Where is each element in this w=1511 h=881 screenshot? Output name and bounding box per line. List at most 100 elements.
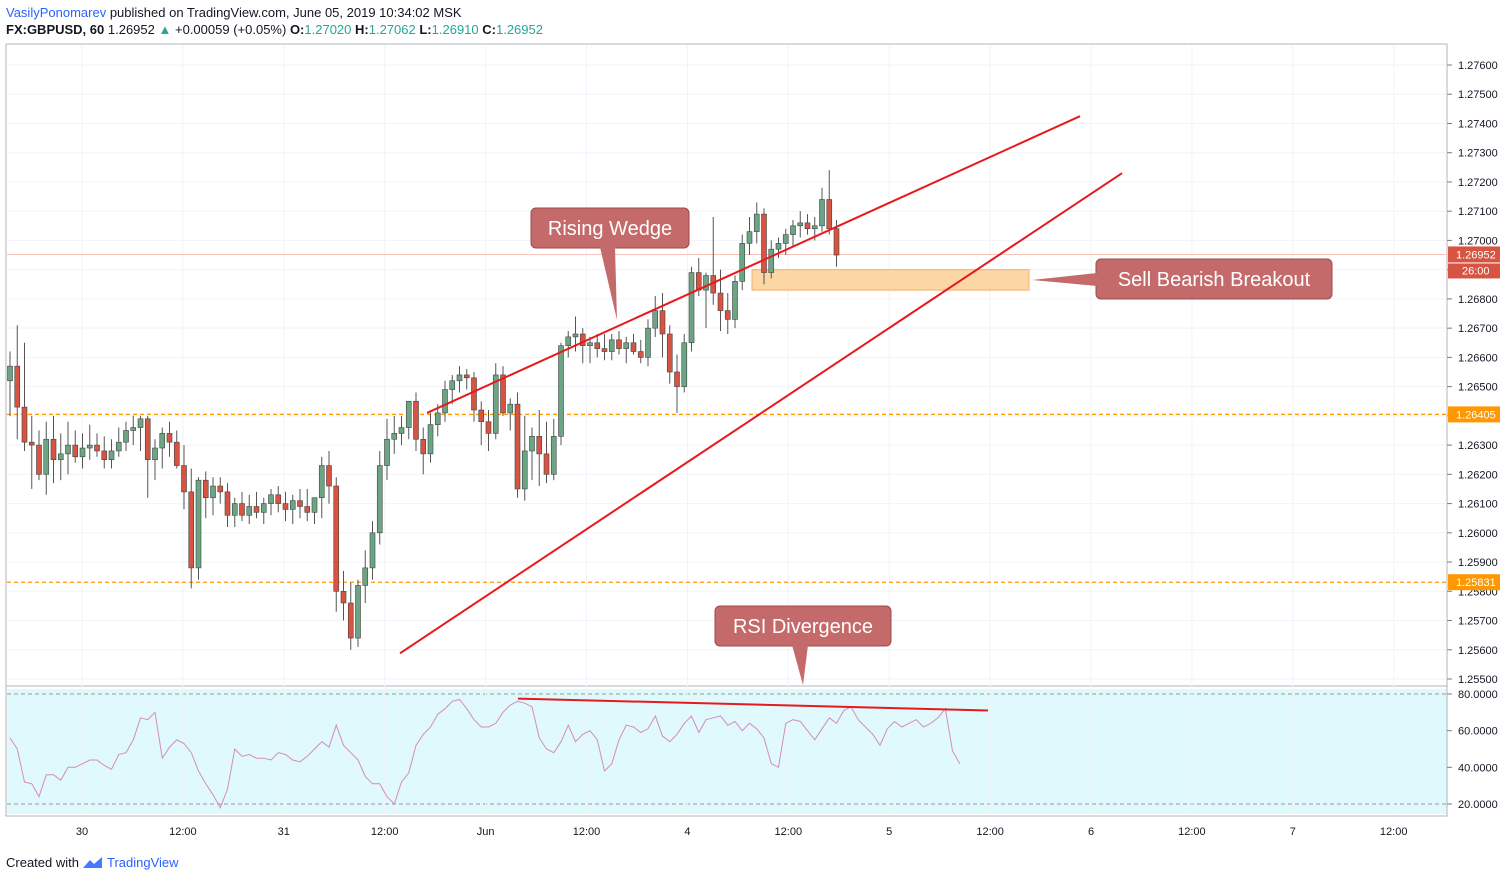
chart-frame <box>5 43 1448 817</box>
candle-body <box>782 234 789 244</box>
candle-body <box>181 465 187 493</box>
candle-body <box>72 444 79 458</box>
candle-body <box>529 436 535 452</box>
rsi-tick-label: 40.0000 <box>1458 762 1498 774</box>
candle-body <box>826 199 833 230</box>
candle-body <box>579 333 586 346</box>
created-with-text: Created with <box>6 855 79 870</box>
candle-body <box>753 213 760 232</box>
rsi-divergence-line[interactable] <box>517 697 989 712</box>
candle-body <box>463 374 470 379</box>
candle-body <box>427 424 434 455</box>
candle-body <box>217 485 224 493</box>
time-tick-label: 12:00 <box>1380 826 1408 838</box>
candle-body <box>152 447 158 461</box>
price-tick-label: 1.27400 <box>1458 118 1498 130</box>
wedge-upper-trendline[interactable] <box>426 115 1081 414</box>
candle-body <box>253 506 260 513</box>
candle-body <box>333 485 340 592</box>
price-tick-label: 1.26600 <box>1458 352 1498 364</box>
time-tick-label: 31 <box>278 826 290 838</box>
candle-body <box>57 453 64 461</box>
candle-body <box>282 503 289 510</box>
rising-wedge-callout-pointer <box>600 247 617 320</box>
candle-body <box>811 225 818 230</box>
candle-body <box>94 444 100 452</box>
price-tick-label: 1.27500 <box>1458 89 1498 101</box>
candle-body <box>521 450 528 490</box>
wedge-lower-trendline[interactable] <box>399 172 1123 655</box>
candle-body <box>384 438 390 466</box>
candle-body <box>485 421 492 434</box>
candle-body <box>637 351 644 358</box>
candle-body <box>326 465 332 487</box>
price-tick-label: 1.27600 <box>1458 60 1498 72</box>
rsi-tick-label: 20.0000 <box>1458 799 1498 811</box>
tradingview-brand-link[interactable]: TradingView <box>106 855 179 870</box>
price-tick-label: 1.27100 <box>1458 206 1498 218</box>
candle-body <box>703 275 709 291</box>
time-tick-label: 12:00 <box>976 826 1004 838</box>
candle-body <box>318 465 325 499</box>
candle-body <box>369 532 376 569</box>
sell-bearish-breakout-callout[interactable]: Sell Bearish Breakout <box>1032 258 1333 300</box>
candle-body <box>79 447 86 458</box>
candle-body <box>355 585 361 639</box>
price-tick-label: 1.26200 <box>1458 469 1498 481</box>
rsi-divergence-callout[interactable]: RSI Divergence <box>714 605 892 685</box>
rsi-tick-label: 80.0000 <box>1458 689 1498 701</box>
candle-body <box>28 441 35 446</box>
price-tick-label: 1.27200 <box>1458 177 1498 189</box>
candle-body <box>210 485 216 499</box>
price-tick-label: 1.27000 <box>1458 235 1498 247</box>
candle-body <box>173 441 180 466</box>
horizontal-line-price-label: 1.25831 <box>1456 577 1496 589</box>
price-tick-label: 1.25500 <box>1458 674 1498 686</box>
author-link[interactable]: VasilyPonomarev <box>6 5 107 20</box>
horizontal-line-price-badge <box>1448 406 1500 423</box>
last-price: 1.26952 <box>107 22 155 37</box>
price-tick-label: 1.26500 <box>1458 382 1498 394</box>
high-value: 1.27062 <box>368 22 416 37</box>
candle-body <box>543 453 550 475</box>
candle-body <box>666 333 673 373</box>
candle-body <box>65 444 71 455</box>
rsi-divergence-callout-pointer <box>792 645 808 685</box>
breakout-zone-rectangle[interactable] <box>751 269 1030 291</box>
candle-body <box>123 430 129 443</box>
bar-countdown-badge <box>1448 263 1500 279</box>
symbol-name[interactable]: FX:GBPUSD, 60 <box>6 22 105 37</box>
candle-body <box>398 427 405 434</box>
rising-wedge-callout[interactable]: Rising Wedge <box>530 207 690 320</box>
candle-body <box>420 438 427 455</box>
sell-bearish-breakout-callout-pointer <box>1032 273 1097 286</box>
candle-body <box>166 433 173 443</box>
candle-body <box>659 310 666 335</box>
candle-body <box>347 602 354 639</box>
candle-body <box>572 333 579 338</box>
price-tick-label: 1.26000 <box>1458 528 1498 540</box>
candle-body <box>550 436 557 475</box>
candle-body <box>376 465 383 534</box>
time-tick-label: 30 <box>76 826 88 838</box>
horizontal-line-price-badge <box>1448 574 1500 591</box>
rsi-line <box>9 698 961 809</box>
candle-body <box>202 479 209 499</box>
last-price-badge <box>1448 246 1500 263</box>
candle-body <box>260 503 267 513</box>
candle-body <box>311 497 318 513</box>
candle-body <box>434 412 441 425</box>
candle-body <box>268 494 274 504</box>
candle-body <box>195 479 202 569</box>
time-tick-label: Jun <box>477 826 495 838</box>
open-label: O: <box>289 22 305 37</box>
last-price-label: 1.26952 <box>1456 249 1496 261</box>
open-value: 1.27020 <box>304 22 352 37</box>
symbol-legend: FX:GBPUSD, 60 1.26952 ▲ +0.00059 (+0.05%… <box>6 22 543 37</box>
candle-body <box>36 444 42 475</box>
candle-body <box>717 292 724 311</box>
price-tick-label: 1.26700 <box>1458 323 1498 335</box>
candle-body <box>391 433 398 440</box>
candle-body <box>608 339 615 352</box>
